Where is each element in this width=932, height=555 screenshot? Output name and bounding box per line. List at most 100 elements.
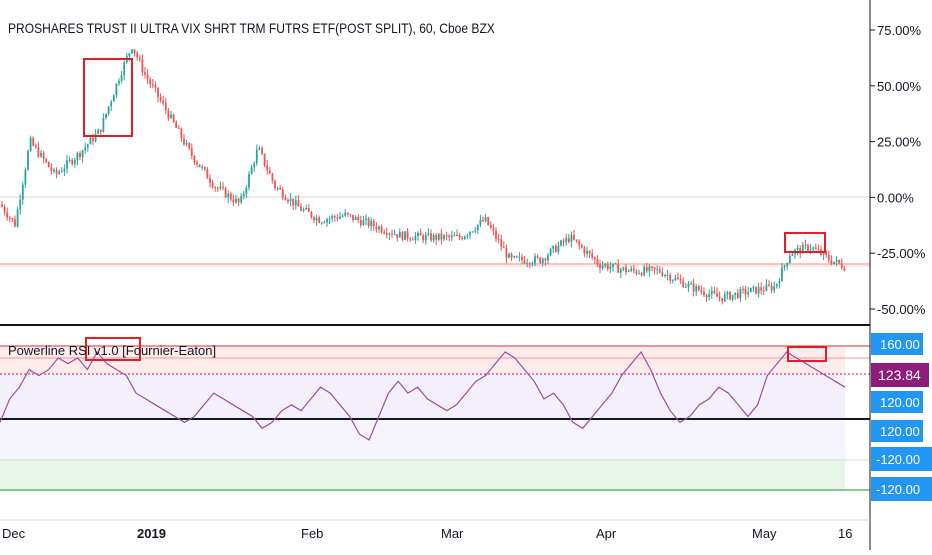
candle-body	[489, 225, 492, 228]
candle-body	[671, 279, 674, 281]
candle-body	[287, 199, 289, 202]
candle-body	[430, 233, 432, 241]
candle-body	[97, 129, 100, 134]
time-axis[interactable]: Dec 2019 Feb Mar Apr May 16	[2, 526, 852, 541]
candle-body	[112, 95, 115, 102]
candle-body	[599, 263, 601, 268]
candle-body	[682, 280, 685, 288]
candle-body	[723, 294, 726, 302]
candle-body	[183, 138, 185, 145]
candle-body	[14, 219, 16, 227]
candle-body	[534, 256, 536, 264]
candle-body	[305, 208, 308, 210]
candle-body	[432, 234, 435, 241]
candle-body	[136, 53, 139, 58]
candle-body	[586, 250, 588, 254]
x-tick-dec: Dec	[2, 526, 26, 541]
candle-body	[219, 186, 222, 189]
candle-body	[326, 219, 328, 223]
candle-body	[513, 256, 516, 258]
candle-body	[86, 144, 89, 148]
candle-body	[453, 235, 456, 237]
candle-body	[495, 230, 497, 239]
candle-body	[692, 283, 695, 292]
candle-body	[801, 244, 804, 254]
candle-body	[32, 138, 35, 146]
candle-body	[463, 236, 466, 240]
candle-body	[614, 263, 617, 265]
candle-body	[193, 155, 196, 163]
x-tick-mar: Mar	[441, 526, 464, 541]
candle-body	[131, 49, 133, 54]
indicator-axis[interactable]: 160.00 123.84 120.00 120.00 -120.00 -120…	[871, 333, 932, 501]
candle-body	[144, 72, 146, 75]
candle-body	[232, 199, 235, 203]
candle-body	[242, 193, 245, 197]
candle-body	[185, 143, 188, 145]
candle-body	[718, 296, 721, 299]
candle-body	[201, 166, 204, 168]
candle-body	[380, 226, 383, 233]
candle-body	[68, 159, 71, 161]
y-tick-label: 75.00%	[877, 23, 922, 38]
candle-body	[271, 173, 274, 181]
candle-body	[651, 266, 653, 268]
candle-body	[313, 217, 315, 221]
axis-badge-neg120a	[871, 447, 932, 471]
candle-body	[755, 286, 757, 294]
candle-body	[60, 171, 63, 173]
candle-body	[99, 129, 102, 132]
candle-body	[437, 233, 440, 240]
axis-label-neg120a: -120.00	[876, 452, 920, 467]
candle-body	[276, 187, 279, 189]
candle-body	[747, 292, 750, 295]
candle-body	[300, 206, 302, 211]
candle-body	[372, 221, 375, 227]
candle-body	[726, 292, 729, 295]
candle-body	[510, 253, 513, 258]
candle-body	[274, 180, 276, 188]
candle-body	[674, 277, 677, 280]
candle-body	[224, 187, 227, 198]
candle-body	[268, 170, 271, 174]
candle-body	[814, 247, 817, 249]
candle-body	[105, 113, 107, 119]
axis-label-120a: 120.00	[880, 395, 920, 410]
candle-body	[456, 235, 458, 237]
candle-body	[81, 150, 84, 158]
candle-body	[492, 227, 495, 231]
axis-label-120b: 120.00	[880, 424, 920, 439]
candle-body	[796, 247, 799, 250]
candle-body	[521, 256, 523, 261]
price-axis[interactable]: 75.00% 50.00% 25.00% 0.00% -25.00% -50.00%	[870, 23, 926, 317]
candle-body	[141, 59, 144, 73]
candle-body	[479, 219, 482, 225]
candle-body	[378, 226, 380, 230]
axis-badge-120b	[871, 420, 923, 442]
candle-body	[406, 231, 409, 239]
candle-body	[349, 214, 352, 216]
candle-body	[523, 260, 526, 264]
candle-body	[284, 197, 287, 200]
candle-body	[367, 218, 370, 227]
axis-badge-120a	[871, 391, 923, 413]
candle-body	[518, 256, 521, 258]
candle-body	[266, 165, 269, 171]
x-tick-may: May	[752, 526, 777, 541]
candle-body	[643, 266, 646, 276]
candle-body	[120, 75, 123, 81]
x-tick-16: 16	[838, 526, 852, 541]
candle-body	[320, 222, 323, 224]
candle-body	[487, 217, 490, 226]
candle-body	[118, 80, 120, 84]
candle-body	[591, 253, 594, 258]
candle-body	[443, 235, 445, 240]
candle-body	[253, 163, 256, 168]
candle-body	[177, 127, 180, 129]
candle-body	[362, 220, 365, 226]
candle-body	[822, 251, 825, 255]
y-tick-label: 50.00%	[877, 79, 922, 94]
candle-body	[404, 231, 406, 240]
candle-body	[765, 284, 768, 291]
candle-body	[209, 178, 211, 183]
